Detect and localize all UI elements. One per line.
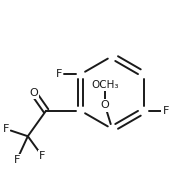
- Text: O: O: [29, 88, 38, 97]
- Text: F: F: [162, 106, 169, 116]
- Text: OCH₃: OCH₃: [91, 80, 119, 90]
- Text: F: F: [56, 69, 62, 79]
- Text: O: O: [101, 100, 109, 110]
- Text: F: F: [14, 155, 20, 165]
- Text: F: F: [39, 151, 45, 161]
- Text: F: F: [3, 124, 9, 134]
